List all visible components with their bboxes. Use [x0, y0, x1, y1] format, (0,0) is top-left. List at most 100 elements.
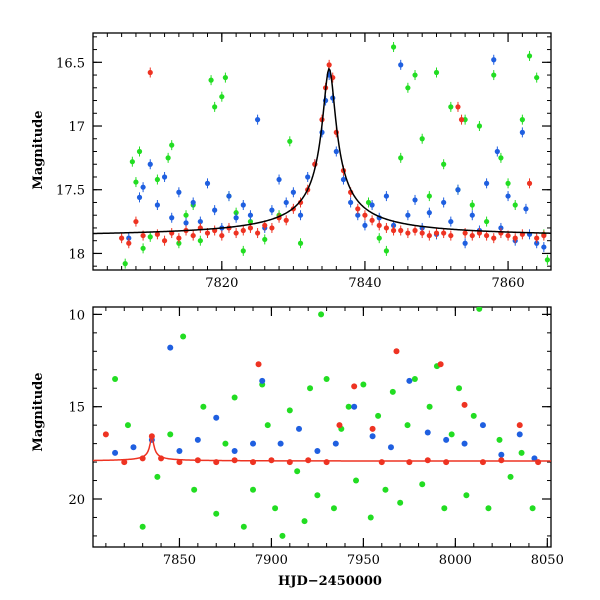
data-point-series-2 [443, 436, 450, 443]
data-point-series-1 [297, 240, 304, 246]
data-point-series-1 [390, 44, 397, 50]
data-point-series-3 [398, 227, 404, 234]
data-point-series-3 [426, 232, 432, 239]
data-point-series-3 [405, 230, 411, 236]
data-point-series-2 [204, 180, 211, 186]
data-point-series-3 [476, 230, 483, 236]
data-point-series-1 [133, 179, 139, 185]
data-point-series-1 [469, 202, 475, 208]
data-point-series-2 [369, 202, 375, 208]
data-point-series-1 [485, 505, 492, 512]
data-point-series-2 [190, 199, 196, 206]
data-point-series-1 [191, 486, 198, 493]
data-point-series-1 [345, 403, 352, 410]
data-point-series-1 [122, 261, 128, 267]
data-point-series-2 [362, 222, 368, 229]
data-point-series-1 [165, 155, 171, 161]
data-point-series-1 [167, 431, 174, 438]
data-point-series-2 [247, 212, 254, 218]
data-point-series-1 [240, 248, 246, 254]
data-point-series-1 [397, 499, 404, 506]
data-point-series-2 [194, 436, 201, 443]
data-point-series-3 [455, 104, 461, 110]
data-point-series-2 [424, 429, 431, 436]
data-point-series-1 [483, 218, 490, 225]
y-tick-label: 17.5 [56, 184, 85, 199]
data-point-series-2 [154, 202, 161, 208]
data-point-series-3 [505, 232, 511, 239]
data-point-series-2 [469, 212, 475, 218]
data-point-series-3 [326, 62, 332, 68]
data-point-series-3 [383, 225, 390, 231]
data-point-series-3 [355, 206, 361, 212]
data-point-series-3 [441, 230, 447, 236]
data-point-series-2 [167, 344, 174, 351]
data-point-series-3 [534, 235, 540, 241]
data-point-series-1 [376, 235, 382, 241]
x-tick-label: 7900 [255, 553, 288, 568]
data-point-series-2 [531, 455, 538, 462]
data-point-series-3 [297, 199, 304, 206]
data-point-series-1 [360, 381, 367, 388]
model-light-curve [93, 67, 551, 235]
data-point-series-1 [301, 518, 308, 525]
data-point-series-1 [240, 523, 247, 530]
data-point-series-1 [124, 422, 131, 429]
x-tick-label: 7820 [205, 276, 238, 291]
data-point-series-1 [518, 449, 525, 456]
data-point-series-3 [406, 459, 413, 466]
data-point-series-1 [353, 477, 360, 484]
data-point-series-3 [204, 230, 211, 236]
data-point-series-1 [140, 245, 146, 251]
data-point-series-2 [333, 148, 339, 155]
data-point-series-3 [424, 457, 431, 464]
data-point-series-2 [240, 202, 246, 208]
data-point-series-3 [378, 459, 385, 466]
data-point-series-2 [494, 148, 500, 155]
data-point-series-2 [176, 448, 183, 454]
data-area [93, 42, 551, 269]
data-point-series-1 [169, 142, 175, 148]
data-point-series-1 [154, 473, 161, 480]
data-point-series-3 [369, 425, 376, 432]
data-point-series-3 [369, 217, 375, 223]
data-point-series-2 [387, 444, 394, 451]
data-point-series-1 [219, 94, 225, 100]
data-point-series-3 [498, 457, 505, 464]
data-point-series-1 [398, 155, 404, 161]
data-point-series-3 [458, 117, 465, 123]
data-point-series-2 [314, 448, 321, 454]
data-point-series-2 [405, 212, 411, 218]
data-point-series-1 [419, 136, 425, 142]
data-point-series-1 [287, 138, 293, 144]
top-y-axis-title: Magnitude [31, 110, 46, 189]
data-point-series-2 [340, 176, 347, 183]
data-point-series-2 [534, 240, 540, 246]
x-tick-label: 8000 [439, 553, 472, 568]
data-point-series-3 [102, 431, 109, 438]
data-point-series-1 [318, 311, 325, 318]
data-point-series-3 [483, 232, 490, 239]
x-tick-label: 7850 [163, 553, 196, 568]
data-point-series-2 [406, 377, 413, 384]
data-point-series-1 [448, 104, 454, 110]
data-point-series-1 [212, 104, 218, 110]
data-point-series-1 [314, 492, 321, 499]
data-point-series-2 [448, 218, 454, 225]
x-tick-label: 8050 [531, 553, 564, 568]
data-point-series-1 [456, 385, 463, 392]
data-point-series-2 [197, 218, 203, 225]
data-point-series-2 [276, 176, 282, 183]
data-point-series-2 [140, 184, 146, 190]
data-point-series-2 [269, 207, 275, 213]
data-point-series-3 [126, 240, 132, 246]
data-point-series-1 [213, 510, 220, 517]
data-point-series-1 [507, 473, 514, 480]
data-point-series-1 [183, 212, 189, 218]
data-point-series-2 [461, 440, 468, 447]
data-point-series-1 [197, 238, 203, 244]
data-point-series-1 [426, 403, 433, 410]
data-point-series-2 [226, 193, 232, 199]
data-point-series-2 [213, 414, 220, 421]
data-point-series-3 [250, 459, 257, 466]
